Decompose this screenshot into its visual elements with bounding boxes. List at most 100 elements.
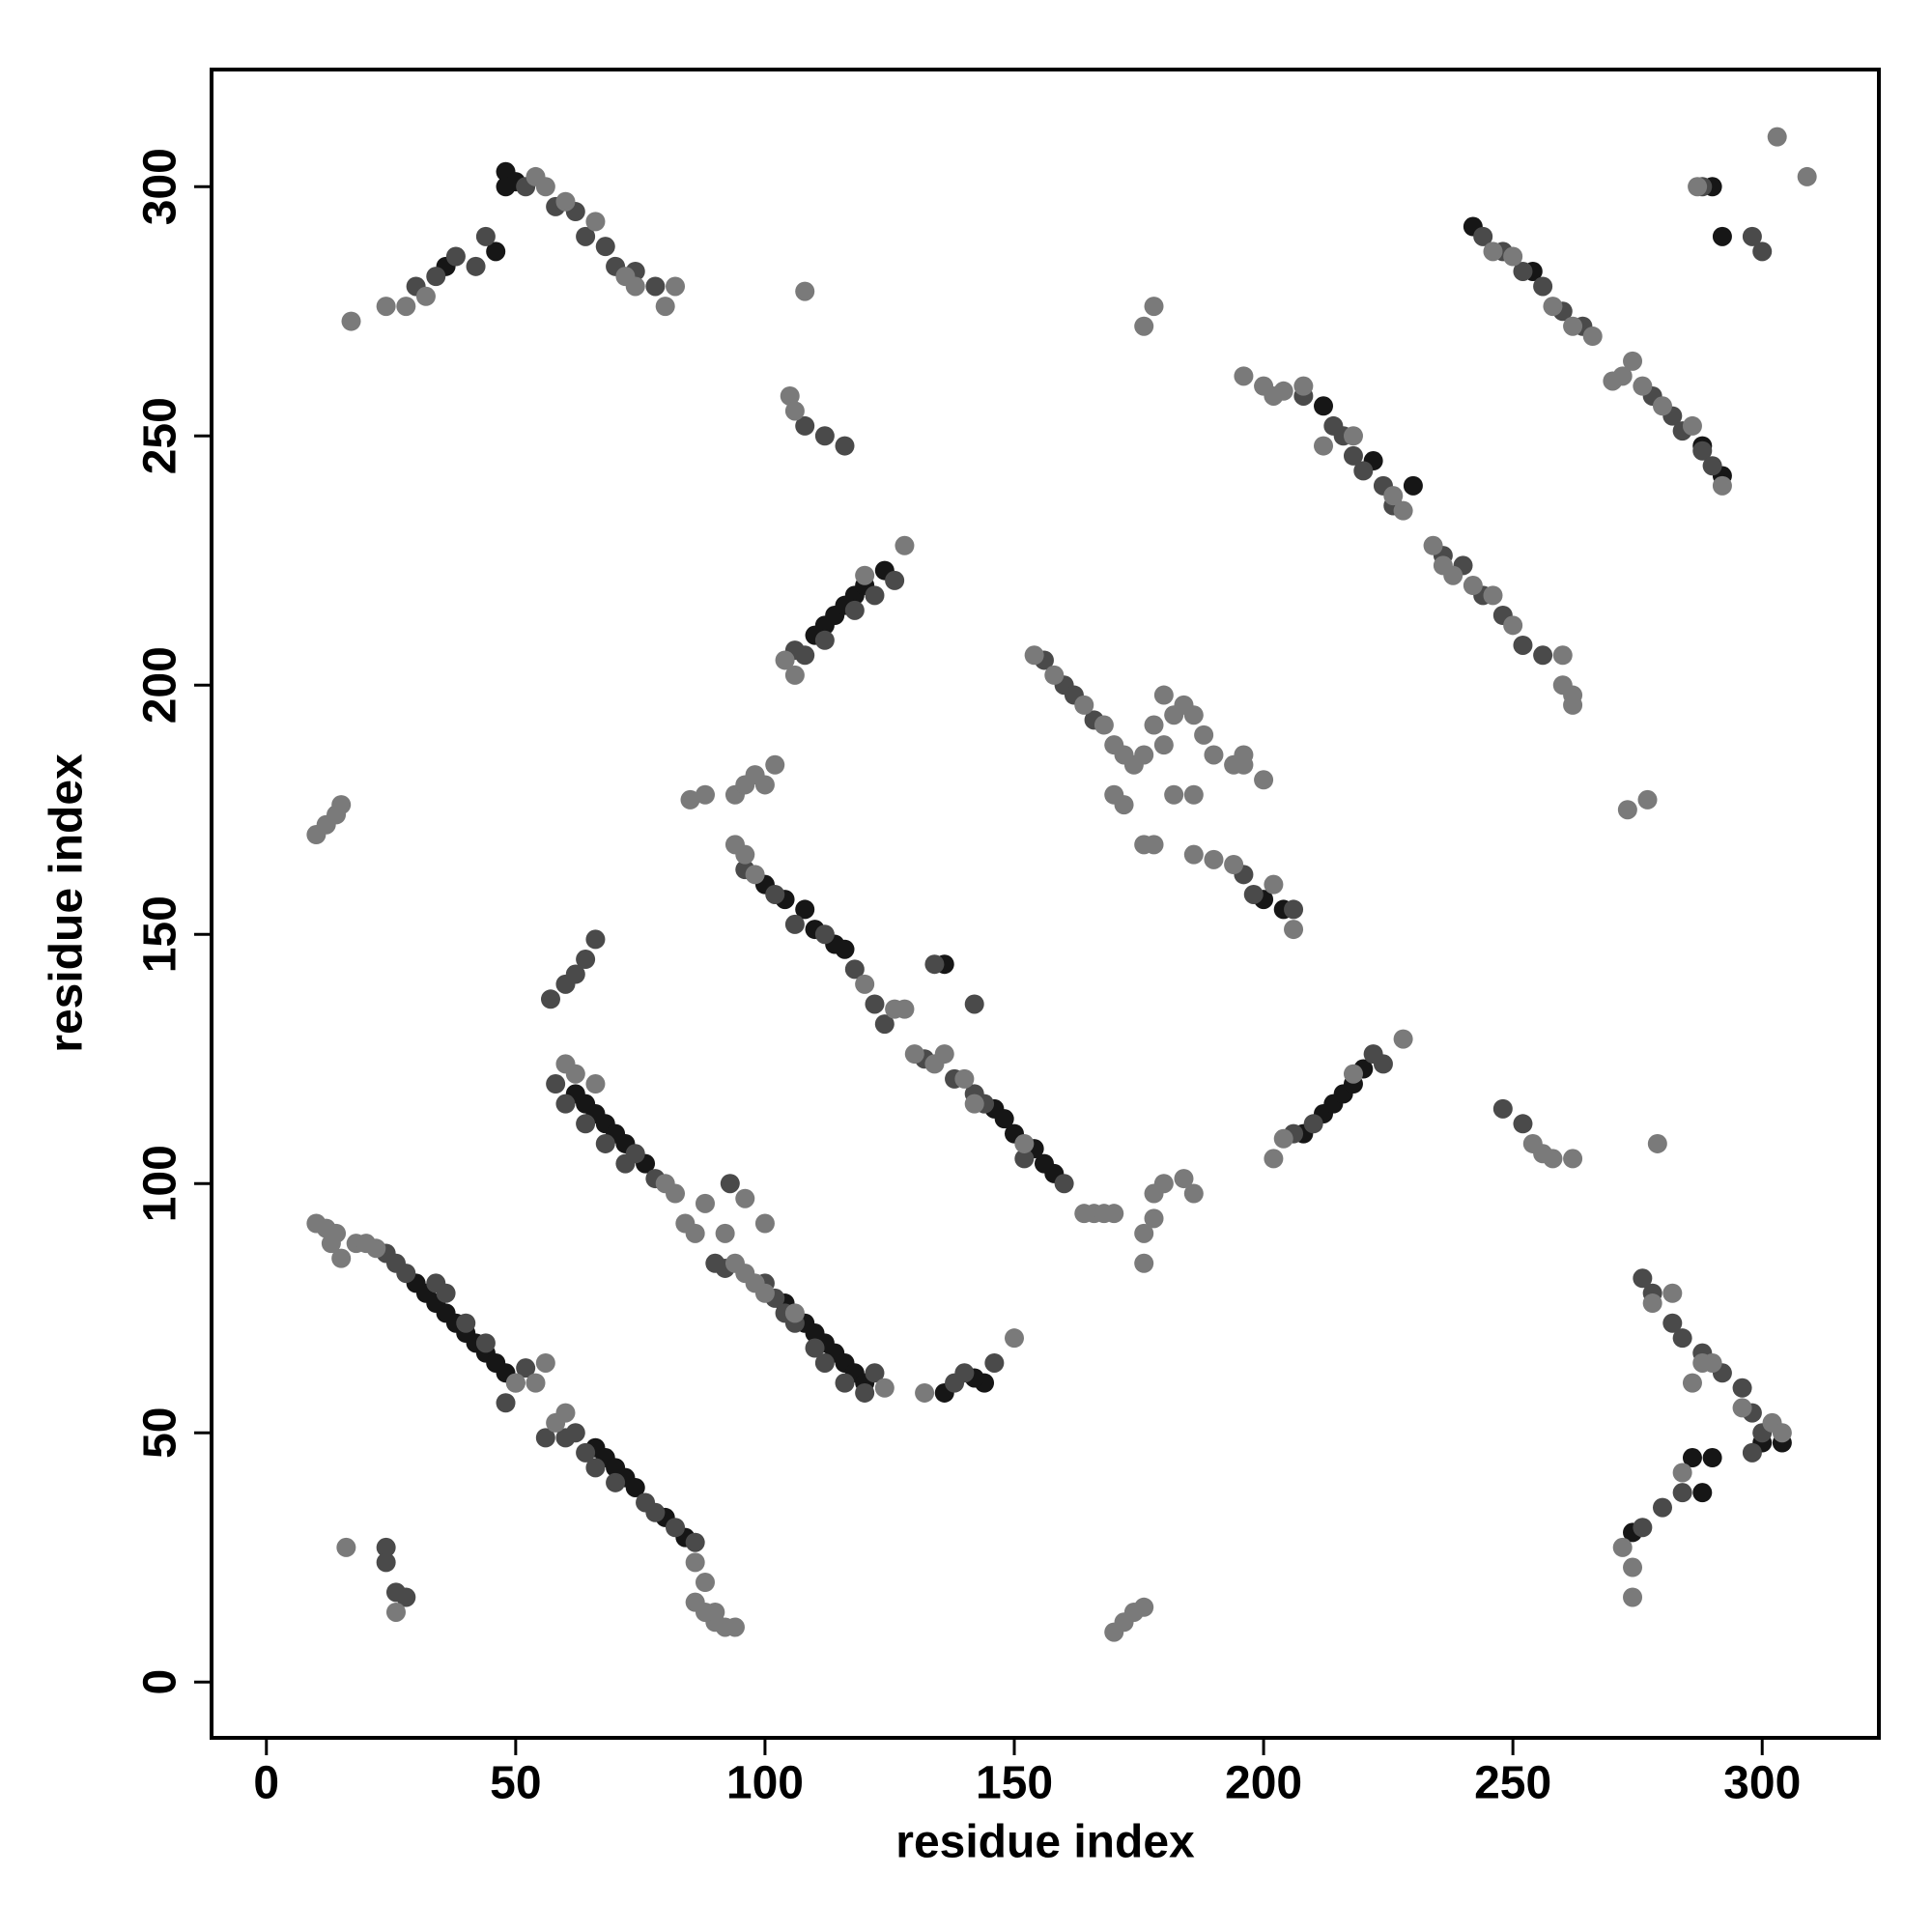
point: [1712, 475, 1732, 496]
point: [685, 1223, 705, 1243]
point: [666, 1183, 686, 1204]
point: [1343, 1064, 1363, 1084]
point: [915, 1382, 935, 1403]
point: [855, 565, 875, 585]
point: [376, 297, 396, 317]
point: [855, 974, 875, 994]
point: [666, 276, 686, 297]
point: [1633, 1518, 1653, 1538]
point: [475, 1333, 496, 1353]
point: [1483, 242, 1503, 262]
point: [984, 1352, 1005, 1373]
point: [1702, 456, 1722, 476]
point: [456, 1313, 476, 1333]
y-tick-label: 200: [135, 646, 186, 724]
point: [1633, 376, 1653, 396]
point: [1273, 381, 1293, 401]
point: [784, 401, 805, 421]
point: [1234, 366, 1254, 386]
point: [1153, 1174, 1174, 1194]
point: [1642, 1293, 1662, 1314]
point: [1688, 177, 1708, 197]
point: [466, 256, 486, 276]
point: [954, 1068, 975, 1089]
point: [844, 600, 865, 620]
point: [775, 650, 795, 670]
point: [396, 1264, 416, 1284]
point: [1612, 366, 1633, 386]
point: [934, 1044, 954, 1065]
point: [964, 994, 984, 1014]
point: [376, 1552, 396, 1573]
point: [396, 297, 416, 317]
point: [1623, 1587, 1643, 1607]
point: [1692, 440, 1713, 461]
point: [666, 1518, 686, 1538]
point: [1742, 226, 1762, 246]
point: [784, 665, 805, 685]
point: [585, 1074, 606, 1094]
point: [555, 191, 576, 212]
point: [396, 1587, 416, 1607]
point: [735, 1188, 755, 1208]
point: [1423, 535, 1443, 555]
point: [1314, 436, 1334, 456]
point: [865, 585, 885, 606]
point: [885, 570, 905, 590]
point: [895, 535, 915, 555]
point: [1772, 1423, 1792, 1443]
point: [795, 645, 815, 666]
point: [1492, 1098, 1513, 1119]
x-tick-label: 50: [490, 1758, 541, 1809]
point: [1074, 695, 1094, 715]
point: [1767, 127, 1787, 147]
point: [595, 237, 615, 257]
point: [1224, 854, 1244, 874]
y-tick-label: 150: [135, 895, 186, 973]
point: [1204, 745, 1224, 765]
point: [1284, 899, 1304, 920]
point: [1243, 884, 1264, 904]
point: [1443, 565, 1463, 585]
point: [1204, 849, 1224, 869]
point: [724, 1617, 745, 1637]
point: [904, 1044, 924, 1065]
point: [1144, 297, 1164, 317]
point: [1617, 800, 1637, 820]
point: [535, 1428, 555, 1448]
point: [535, 1352, 555, 1373]
point: [1662, 1313, 1683, 1333]
point: [735, 844, 755, 865]
point: [516, 1358, 536, 1378]
point: [555, 1094, 576, 1114]
point: [1672, 1463, 1692, 1483]
point: [1633, 1268, 1653, 1289]
point: [765, 754, 785, 775]
point: [1183, 844, 1204, 865]
point: [835, 1373, 855, 1393]
y-tick-label: 0: [135, 1669, 186, 1695]
point: [895, 999, 915, 1019]
point: [844, 959, 865, 980]
point: [1563, 695, 1583, 715]
point: [1014, 1149, 1035, 1169]
point: [1533, 276, 1553, 297]
point: [1582, 327, 1603, 347]
point: [1164, 784, 1184, 805]
y-tick-label: 250: [135, 397, 186, 474]
x-tick-label: 200: [1225, 1758, 1302, 1809]
point: [1393, 500, 1413, 521]
point: [805, 1338, 825, 1358]
point: [1114, 795, 1134, 815]
point: [1692, 1352, 1713, 1373]
point: [994, 1109, 1014, 1129]
point: [496, 1393, 516, 1413]
point: [436, 1283, 456, 1303]
point: [1134, 1253, 1154, 1273]
point: [1134, 1223, 1154, 1243]
point: [1153, 685, 1174, 705]
point: [1652, 396, 1672, 416]
point: [1054, 1174, 1074, 1194]
x-tick-label: 250: [1474, 1758, 1551, 1809]
